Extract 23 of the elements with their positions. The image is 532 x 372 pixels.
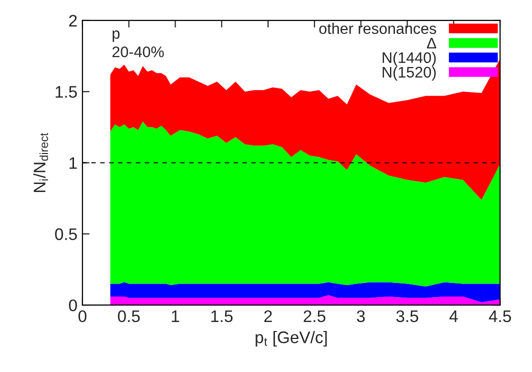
y-tick-label: 1 [70, 157, 77, 169]
y-tick-label: 0 [68, 299, 77, 312]
x-tick-label: 2.5 [304, 310, 326, 322]
x-tick-label: 4 [449, 310, 458, 322]
x-tick-label: 0 [78, 310, 86, 322]
legend-label: N(1440) [382, 52, 436, 66]
x-tick-label: 3.5 [396, 310, 418, 322]
x-tick-label: 1 [172, 310, 180, 322]
y-tick-label: 0.5 [55, 228, 77, 240]
annotation: p [112, 30, 120, 42]
x-tick-label: 2 [264, 310, 272, 322]
x-tick-label: 1.5 [211, 310, 233, 322]
annotation: 20-40% [112, 46, 164, 58]
y-axis-title: N$_{i}$/N$_{direct}$ [33, 132, 48, 192]
legend-label: Δ [426, 38, 436, 48]
y-tick-label: 1.5 [56, 86, 77, 98]
y-tick-label: 2 [69, 14, 77, 26]
x-tick-label: 3 [356, 310, 365, 322]
legend-label: N(1520) [382, 66, 436, 81]
x-tick-label: 0.5 [118, 310, 140, 322]
x-axis-title: p$_{t}$ [GeV/c] [256, 330, 327, 347]
x-tick-label: 4.5 [488, 310, 511, 322]
legend-label: other resonances [319, 22, 436, 34]
